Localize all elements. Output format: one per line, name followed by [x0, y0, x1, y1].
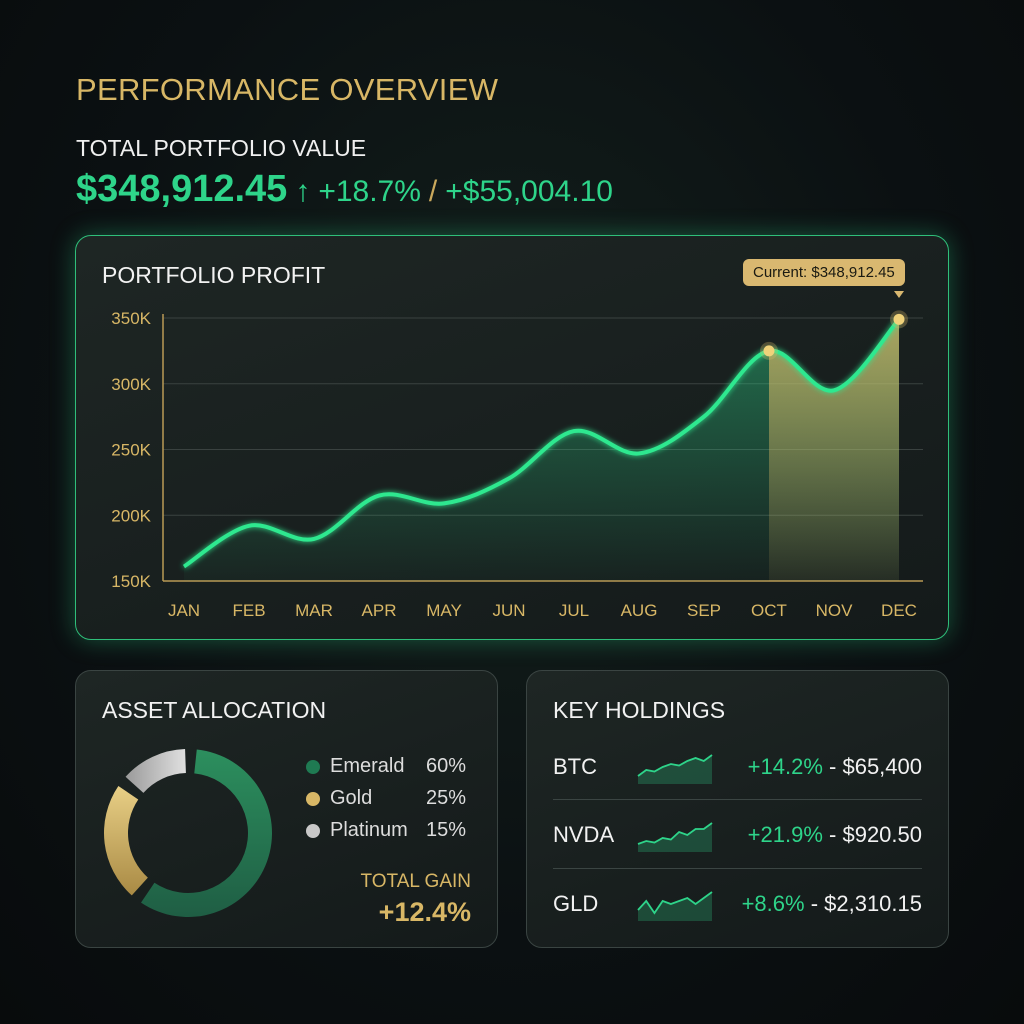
x-tick-label: APR — [362, 601, 397, 620]
holding-symbol: GLD — [553, 891, 599, 916]
x-tick-label: JUN — [492, 601, 525, 620]
tooltip-pointer — [894, 291, 904, 298]
x-tick-label: DEC — [881, 601, 917, 620]
highlight-area — [769, 319, 899, 581]
x-tick-label: SEP — [687, 601, 721, 620]
allocation-donut-chart — [104, 749, 272, 917]
sparkline-area — [638, 892, 712, 921]
sparkline-line — [637, 754, 713, 777]
change-amount: +$55,004.10 — [445, 175, 613, 208]
legend-percent: 25% — [426, 787, 467, 809]
asset-allocation-card: ASSET ALLOCATION Emerald 60% Gold 25% Plat… — [75, 670, 498, 948]
profit-area — [184, 319, 899, 581]
change-percent: +18.7% — [318, 175, 421, 208]
holding-price: - $2,310.15 — [810, 891, 922, 916]
platinum-dot-icon — [306, 823, 320, 838]
data-point[interactable] — [763, 345, 775, 357]
total-gain-value: +12.4% — [378, 897, 471, 927]
y-tick-label: 150K — [111, 572, 151, 591]
holdings-title: KEY HOLDINGS — [553, 697, 726, 723]
holding-change: +21.9% — [747, 822, 823, 847]
sparkline-line — [637, 891, 713, 915]
legend-platinum: Platinum 15% — [306, 819, 466, 842]
y-tick-label: 350K — [111, 309, 151, 328]
divider — [553, 868, 922, 869]
divider — [553, 799, 922, 800]
chart-title: PORTFOLIO PROFIT — [102, 262, 326, 288]
sparkline-line — [637, 822, 713, 845]
y-tick-label: 300K — [111, 375, 151, 394]
separator: / — [428, 175, 438, 208]
legend-label: Emerald — [330, 755, 405, 777]
sparkline-chart — [637, 822, 713, 852]
holding-price: - $920.50 — [829, 822, 922, 847]
legend-emerald: Emerald 60% — [306, 755, 466, 778]
key-holdings-card: KEY HOLDINGS BTC +14.2% - $65,400 NVDA +… — [526, 670, 949, 948]
holding-symbol: NVDA — [553, 822, 615, 847]
sparkline-chart — [637, 891, 713, 921]
holding-change: +14.2% — [747, 754, 823, 779]
x-tick-label: OCT — [751, 601, 787, 620]
platinum-segment — [125, 749, 186, 793]
holding-change: +8.6% — [741, 891, 805, 916]
profit-line-chart: 150K 200K 250K 300K 350K JAN FEB MAR APR MAY JUN JU… — [111, 291, 923, 620]
page-title: PERFORMANCE OVERVIEW — [76, 72, 499, 107]
x-tick-label: AUG — [621, 601, 658, 620]
legend-gold: Gold 25% — [306, 787, 466, 810]
up-arrow-icon: ↑ — [295, 175, 311, 208]
legend-label: Platinum — [330, 819, 408, 841]
gold-segment — [104, 786, 148, 896]
x-tick-label: JAN — [168, 601, 200, 620]
y-tick-label: 200K — [111, 506, 151, 525]
current-value-tooltip: Current: $348,912.45 — [743, 259, 905, 286]
holding-row-btc[interactable]: BTC +14.2% - $65,400 — [553, 733, 922, 801]
x-tick-label: NOV — [816, 601, 854, 620]
portfolio-value-row: $348,912.45 ↑ +18.7% / +$55,004.10 — [76, 168, 613, 211]
x-tick-label: MAY — [426, 601, 462, 620]
profit-line — [182, 317, 901, 569]
data-point[interactable] — [893, 313, 905, 325]
portfolio-profit-card: PORTFOLIO PROFIT 150K 200K 250K 300K 350K JAN… — [75, 235, 949, 640]
total-gain-label: TOTAL GAIN — [360, 871, 471, 892]
emerald-dot-icon — [306, 759, 320, 774]
holding-row-nvda[interactable]: NVDA +21.9% - $920.50 — [553, 801, 922, 869]
holding-row-gld[interactable]: GLD +8.6% - $2,310.15 — [553, 870, 922, 938]
legend-percent: 15% — [426, 819, 467, 841]
emerald-segment — [141, 749, 272, 917]
legend-percent: 60% — [426, 755, 467, 777]
legend-label: Gold — [330, 787, 373, 809]
sparkline-area — [638, 823, 712, 852]
gold-dot-icon — [306, 791, 320, 806]
y-tick-label: 250K — [111, 441, 151, 460]
x-tick-label: MAR — [295, 601, 333, 620]
holding-symbol: BTC — [553, 754, 597, 779]
portfolio-value: $348,912.45 — [76, 168, 288, 210]
sparkline-chart — [637, 754, 713, 784]
holding-price: - $65,400 — [829, 754, 922, 779]
portfolio-value-label: TOTAL PORTFOLIO VALUE — [76, 135, 367, 161]
x-tick-label: FEB — [232, 601, 265, 620]
allocation-title: ASSET ALLOCATION — [102, 697, 327, 723]
x-tick-label: JUL — [559, 601, 589, 620]
sparkline-area — [638, 755, 712, 784]
